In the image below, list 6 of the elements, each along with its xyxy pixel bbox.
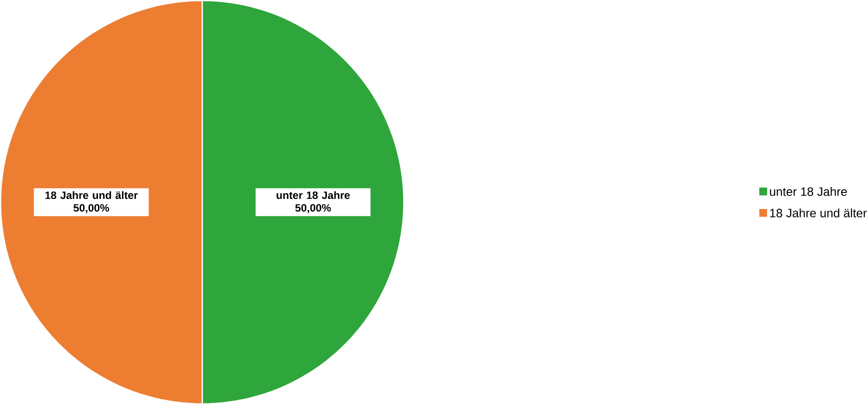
slice-label: unter 18 Jahre	[276, 191, 350, 199]
data-label: 50,00%	[74, 204, 110, 214]
slice-label: 18 Jahre und älter	[45, 191, 138, 199]
legend-label: 18 Jahre und älter	[770, 208, 867, 218]
data-label: 50,00%	[295, 204, 331, 214]
legend-label: unter 18 Jahre	[770, 186, 847, 196]
